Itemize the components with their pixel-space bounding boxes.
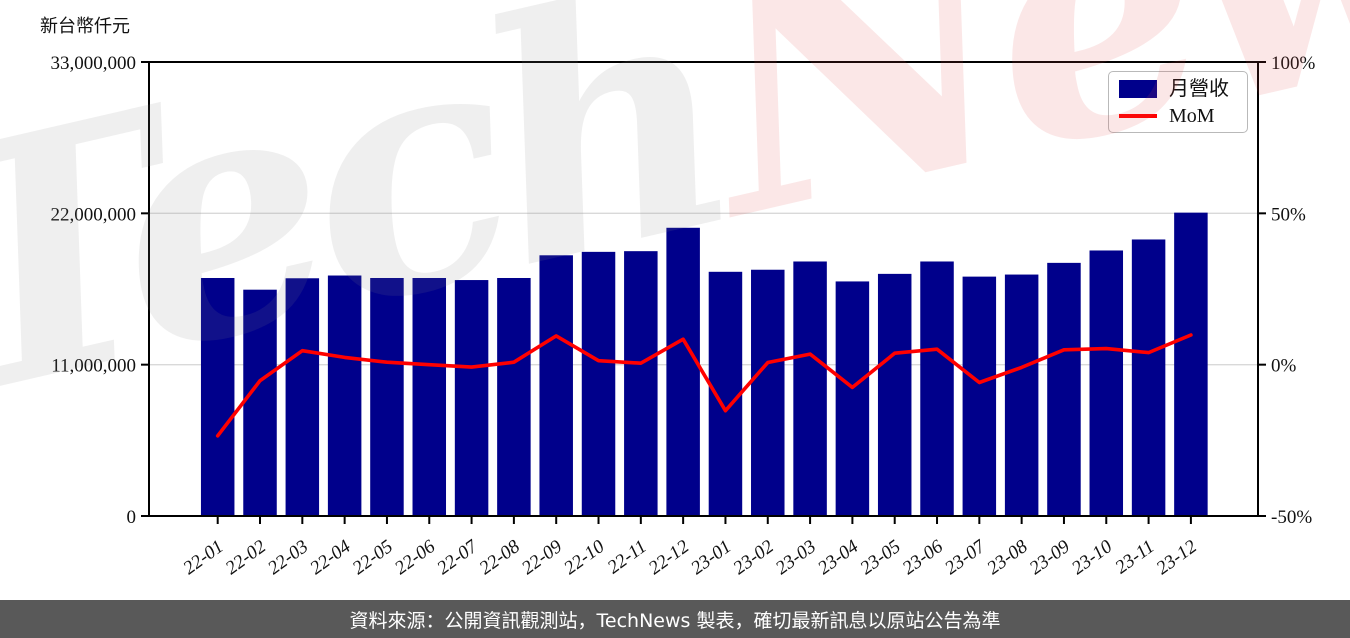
x-tick-label: 22-02 [222,536,271,579]
x-tick-label: 23-07 [941,535,990,579]
revenue-bar-23-07 [962,276,997,516]
revenue-bar-23-08 [1004,274,1039,516]
revenue-bar-22-02 [243,289,277,516]
x-tick-label: 22-01 [179,536,227,579]
revenue-bar-22-12 [666,227,700,516]
revenue-bar-22-01 [200,277,235,516]
x-tick-label: 22-09 [518,536,567,579]
x-tick-label: 23-06 [899,536,948,579]
revenue-bar-swatch [1119,79,1157,98]
revenue-bar-23-12 [1174,212,1208,517]
legend-row-revenue: 月營收 [1119,79,1237,99]
revenue-bar-23-10 [1089,250,1124,516]
revenue-bar-22-04 [327,275,362,516]
left-tick-label: 33,000,000 [51,53,137,74]
left-tick-label: 0 [127,507,137,528]
revenue-bar-22-09 [539,255,573,516]
revenue-bar-23-11 [1131,239,1166,517]
x-tick-label: 22-04 [306,536,355,579]
revenue-bar-22-03 [285,278,320,516]
revenue-bar-23-03 [793,261,827,516]
x-tick-label: 23-02 [730,536,779,579]
right-tick-label: 0% [1271,356,1297,377]
revenue-bar-23-09 [1047,262,1081,516]
footer-source-text: 資料來源：公開資訊觀測站，TechNews 製表，確切最新訊息以原站公告為準 [349,609,1001,632]
x-tick-label: 23-03 [772,536,820,579]
x-tick-label: 23-01 [687,536,735,579]
x-tick-label: 23-12 [1153,536,1202,579]
revenue-bar-22-08 [497,277,531,516]
right-tick-label: 100% [1271,53,1316,74]
x-tick-label: 23-04 [814,536,863,579]
x-tick-label: 22-05 [349,536,397,579]
y-axis-unit-label: 新台幣仟元 [40,16,130,37]
legend-row-mom: MoM [1119,106,1237,126]
x-tick-label: 22-11 [604,536,651,578]
x-tick-label: 22-08 [476,536,525,579]
right-tick-label: -50% [1271,507,1312,528]
x-tick-label: 22-03 [264,536,312,579]
legend-label-mom: MoM [1169,104,1215,127]
revenue-mom-chart: 0 11,000,000 22,000,000 33,000,000 -50% 0% 50%… [51,53,1316,579]
x-tick-label: 22-10 [560,536,609,579]
x-tick-label: 22-12 [645,536,694,579]
x-tick-label: 23-10 [1068,536,1117,579]
x-tick-label: 23-11 [1111,536,1158,578]
right-tick-label: 50% [1271,204,1306,225]
revenue-bar-22-07 [454,280,489,516]
x-tick-label: 23-08 [983,536,1032,579]
revenue-bar-23-06 [920,261,954,516]
revenue-bar-23-05 [877,273,912,516]
x-tick-label: 22-06 [391,536,440,579]
revenue-bar-22-05 [370,277,404,516]
revenue-bar-23-04 [835,281,870,516]
revenue-bar-22-11 [624,251,658,516]
legend: 月營收 MoM [1108,71,1248,133]
x-tick-label: 23-09 [1026,536,1075,579]
revenue-bar-22-06 [412,277,447,516]
left-tick-label: 11,000,000 [51,356,136,377]
x-tick-label: 23-05 [856,536,904,579]
plot-border [148,61,1259,517]
revenue-bar-22-10 [581,251,616,516]
legend-label-revenue: 月營收 [1169,77,1229,100]
mom-line [215,333,1193,438]
revenue-bar-23-02 [751,269,785,516]
left-tick-label: 22,000,000 [51,204,137,225]
x-tick-label: 22-07 [433,535,482,579]
mom-line-swatch [1119,113,1157,118]
footer-bar: 資料來源：公開資訊觀測站，TechNews 製表，確切最新訊息以原站公告為準 [0,600,1350,638]
